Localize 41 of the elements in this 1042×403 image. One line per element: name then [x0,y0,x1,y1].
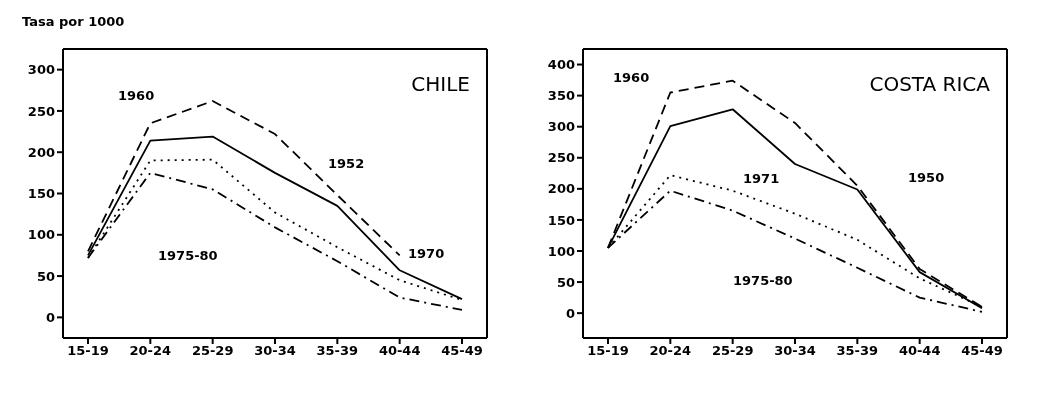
x-tick-label: 25-29 [191,343,234,359]
x-tick-label: 20-24 [129,343,172,359]
x-tick-label: 30-34 [254,343,296,359]
annotation: 1950 [908,170,945,185]
y-tick-label: 150 [547,212,575,228]
x-tick-label: 45-49 [961,343,1003,359]
x-tick-label: 35-39 [836,343,879,359]
x-tick-label: 35-39 [316,343,359,359]
text: COSTA RICA [869,72,990,96]
y-tick-label: 100 [547,243,575,259]
annotation: 1952 [328,156,365,171]
annotation: 1975-80 [158,248,218,263]
x-tick-label: 15-19 [67,343,109,359]
x-tick-label: 40-44 [378,343,421,359]
x-tick-label: 25-29 [711,343,754,359]
y-tick-label: 250 [27,103,55,119]
y-tick-label: 250 [547,150,575,166]
x-tick-label: 20-24 [649,343,692,359]
x-tick-label: 15-19 [587,343,629,359]
y-tick-label: 150 [27,186,55,202]
y-tick-label: 400 [547,57,575,73]
x-tick-label: 30-34 [774,343,816,359]
annotation: 1960 [613,70,650,85]
y-tick-label: 0 [45,309,55,325]
annotation: 1971 [743,171,780,186]
x-tick-label: 40-44 [898,343,941,359]
text: CHILE [411,72,470,96]
y-tick-label: 200 [547,181,575,197]
y-tick-label: 50 [36,268,55,284]
y-tick-label: 100 [27,227,55,243]
annotation: 1975-80 [733,273,793,288]
annotation: 1970 [408,246,445,261]
y-tick-label: 0 [565,305,575,321]
y-tick-label: 50 [556,274,575,290]
y-tick-label: 300 [547,119,575,135]
y-tick-label: 300 [27,62,55,78]
annotation: 1960 [118,88,155,103]
x-tick-label: 45-49 [441,343,483,359]
y-tick-label: 350 [547,88,575,104]
y-axis-title: Tasa por 1000 [22,14,125,29]
y-tick-label: 200 [27,144,55,160]
